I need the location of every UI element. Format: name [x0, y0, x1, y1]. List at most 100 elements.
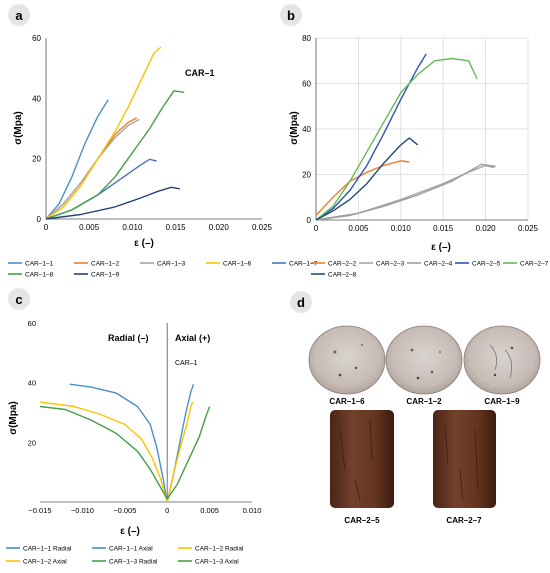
x-tick-label: 0.015 [433, 224, 454, 233]
chart-a-legend: CAR–1–1 CAR–1–2 CAR–1–3 CAR–1–6 CAR–1–7 CAR–1… [8, 261, 318, 279]
legend-label: CAR–1–3 [157, 261, 186, 268]
specimen-disc-1 [308, 325, 386, 395]
specimen-cylinder-1 [330, 410, 394, 508]
legend-label: CAR–2–8 [328, 272, 357, 279]
chart-c-annotation: CAR–1 [175, 360, 198, 367]
specimen-label-3: CAR–1–9 [484, 397, 520, 406]
chart-c-region-radial: Radial (–) [108, 333, 149, 343]
panel-b-badge [280, 4, 302, 26]
y-tick-label: 0 [307, 216, 312, 225]
legend-label: CAR–1–2 Radial [195, 546, 244, 553]
legend-label: CAR–1–7 [289, 261, 318, 268]
x-tick-label: 0.010 [391, 224, 412, 233]
x-tick-label: 0.005 [200, 506, 219, 515]
x-tick-label: −0.010 [71, 506, 94, 515]
legend-label: CAR–2–7 [520, 261, 549, 268]
y-tick-label: 60 [302, 80, 311, 89]
panel-d-badge [290, 291, 312, 313]
legend-label: CAR–2–5 [472, 261, 501, 268]
legend-label: CAR–2–4 [424, 261, 453, 268]
y-tick-label: 20 [28, 438, 36, 447]
series-line-car-2-7 [315, 57, 478, 221]
y-tick-label: 60 [28, 319, 36, 328]
panel-a-badge [8, 4, 30, 26]
series-line-car-1-3-axial [166, 406, 211, 500]
series-line-car-1-2-axial [166, 401, 194, 503]
y-tick-label: 0 [37, 215, 42, 224]
y-tick-label: 80 [302, 34, 311, 43]
x-tick-label: 0 [314, 224, 319, 233]
chart-a-xlabel: ε (–) [134, 238, 154, 249]
panel-c-label: c [15, 292, 22, 307]
legend-label: CAR–1–1 Axial [109, 546, 153, 553]
panel-d: d CAR–1–6 CAR–1–2 CAR–1–9 CAR–2–5 [290, 291, 541, 525]
y-tick-label: 60 [32, 34, 41, 43]
panel-b-label: b [287, 8, 295, 23]
legend-label: CAR–1–3 Radial [109, 559, 158, 566]
legend-label: CAR–1–1 [25, 261, 54, 268]
y-tick-label: 40 [32, 94, 41, 103]
x-tick-label: 0 [165, 506, 169, 515]
x-tick-label: 0.020 [209, 223, 230, 232]
specimen-cylinder-2 [433, 410, 496, 508]
chart-a-ylabel: σ(Mpa) [13, 111, 24, 145]
series-line-car-1-6 [45, 46, 162, 220]
chart-c-legend: CAR–1–1 Radial CAR–1–1 Axial CAR–1–2 Radia… [6, 546, 244, 566]
series-line-car-1-8 [45, 90, 185, 220]
specimen-label-2: CAR–1–2 [406, 397, 442, 406]
chart-c-ylabel: σ(Mpa) [8, 401, 19, 435]
x-tick-label: −0.015 [28, 506, 51, 515]
legend-label: CAR–2–2 [328, 261, 357, 268]
chart-b-xlabel: ε (–) [431, 242, 451, 253]
series-line-car-1-2-radial [39, 401, 168, 503]
legend-label: CAR–2–3 [376, 261, 405, 268]
x-tick-label: 0.005 [79, 223, 100, 232]
panel-b: b 0 0.005 0.010 0.015 0.020 0.025 0 20 40 60 80 ε … [280, 4, 549, 279]
chart-c-xlabel: ε (–) [120, 526, 140, 537]
legend-label: CAR–1–2 Axial [23, 559, 67, 566]
legend-label: CAR–1–1 Radial [23, 546, 72, 553]
legend-label: CAR–1–8 [25, 272, 54, 279]
series-line-car-1-1 [45, 99, 109, 220]
series-line-car-2-8 [315, 137, 419, 221]
x-tick-label: −0.005 [113, 506, 136, 515]
legend-label: CAR–1–2 [91, 261, 120, 268]
x-tick-label: 0 [44, 223, 49, 232]
specimen-label-1: CAR–1–6 [329, 397, 365, 406]
x-tick-label: 0.010 [243, 506, 262, 515]
specimen-disc-2 [385, 325, 463, 395]
x-tick-label: 0.025 [252, 223, 273, 232]
series-line-car-2-5 [315, 53, 427, 221]
panel-c: c −0.015 −0.010 −0.005 0 0.005 0.010 20 40 60 Ra… [6, 288, 261, 566]
x-tick-label: 0.010 [122, 223, 143, 232]
y-tick-label: 40 [302, 125, 311, 134]
panel-d-label: d [297, 295, 305, 310]
x-tick-label: 0.020 [476, 224, 497, 233]
chart-c-plot-area: −0.015 −0.010 −0.005 0 0.005 0.010 20 40 60 [28, 319, 262, 515]
legend-label: CAR–1–3 Axial [195, 559, 239, 566]
y-tick-label: 20 [302, 171, 311, 180]
chart-a-plot-area: 0 0.005 0.010 0.015 0.020 0.025 0 20 40 60 [32, 34, 272, 232]
chart-b-legend: CAR–2–2 CAR–2–3 CAR–2–4 CAR–2–5 CAR–2–7 CAR–2… [311, 261, 549, 279]
series-line-car-1-9 [45, 186, 181, 220]
y-tick-label: 40 [28, 379, 36, 388]
legend-label: CAR–1–9 [91, 272, 120, 279]
x-tick-label: 0.015 [166, 223, 187, 232]
x-tick-label: 0.025 [518, 224, 539, 233]
series-line-car-2-4 [315, 163, 496, 221]
chart-a-annotation: CAR–1 [185, 68, 215, 78]
panel-a-label: a [15, 8, 23, 23]
specimen-label-5: CAR–2–7 [446, 516, 482, 525]
x-tick-label: 0.005 [348, 224, 369, 233]
chart-b-ylabel: σ(Mpa) [289, 111, 300, 145]
series-line-car-1-1-radial [69, 383, 168, 503]
chart-c-region-axial: Axial (+) [175, 333, 210, 343]
specimen-label-4: CAR–2–5 [344, 516, 380, 525]
panel-a: a 0 0.005 0.010 0.015 0.020 0.025 0 20 40 60 CAR–… [8, 4, 318, 279]
series-line-car-2-2 [315, 160, 410, 216]
panel-c-badge [8, 288, 30, 310]
chart-b-plot-area: 0 0.005 0.010 0.015 0.020 0.025 0 20 40 60 80 [302, 34, 538, 233]
specimen-disc-3 [463, 325, 541, 395]
series-line-car-1-3-radial [39, 405, 168, 500]
